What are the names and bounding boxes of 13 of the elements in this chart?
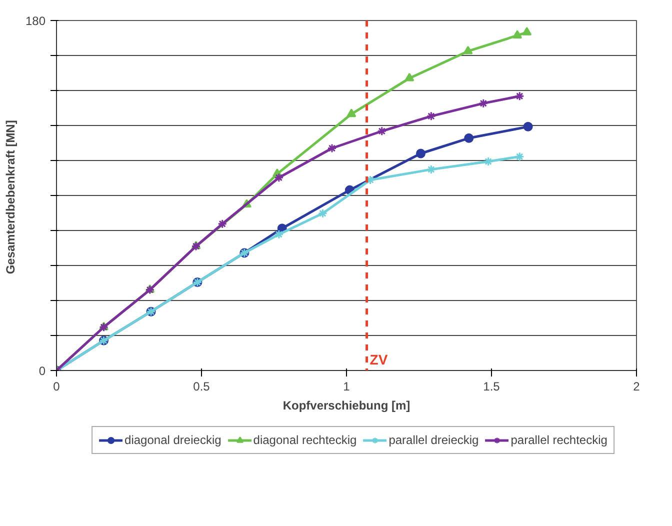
y-axis-title: Gesamterdbebenkraft [MN] bbox=[3, 120, 18, 274]
x-tick-label: 2 bbox=[633, 380, 640, 394]
ref-line-label: ZV bbox=[370, 352, 388, 368]
x-tick-label: 0 bbox=[53, 380, 60, 394]
legend-label: parallel rechteckig bbox=[510, 433, 608, 447]
legend-label: parallel dreieckig bbox=[388, 433, 479, 447]
x-tick-label: 1.5 bbox=[483, 380, 500, 394]
x-tick-label: 0.5 bbox=[193, 380, 210, 394]
legend-label: diagonal dreieckig bbox=[124, 433, 222, 447]
y-tick-label: 180 bbox=[25, 14, 46, 28]
x-axis-title: Kopfverschiebung [m] bbox=[282, 398, 410, 412]
legend-label: diagonal rechteckig bbox=[253, 433, 357, 447]
x-tick-label: 1 bbox=[343, 380, 350, 394]
